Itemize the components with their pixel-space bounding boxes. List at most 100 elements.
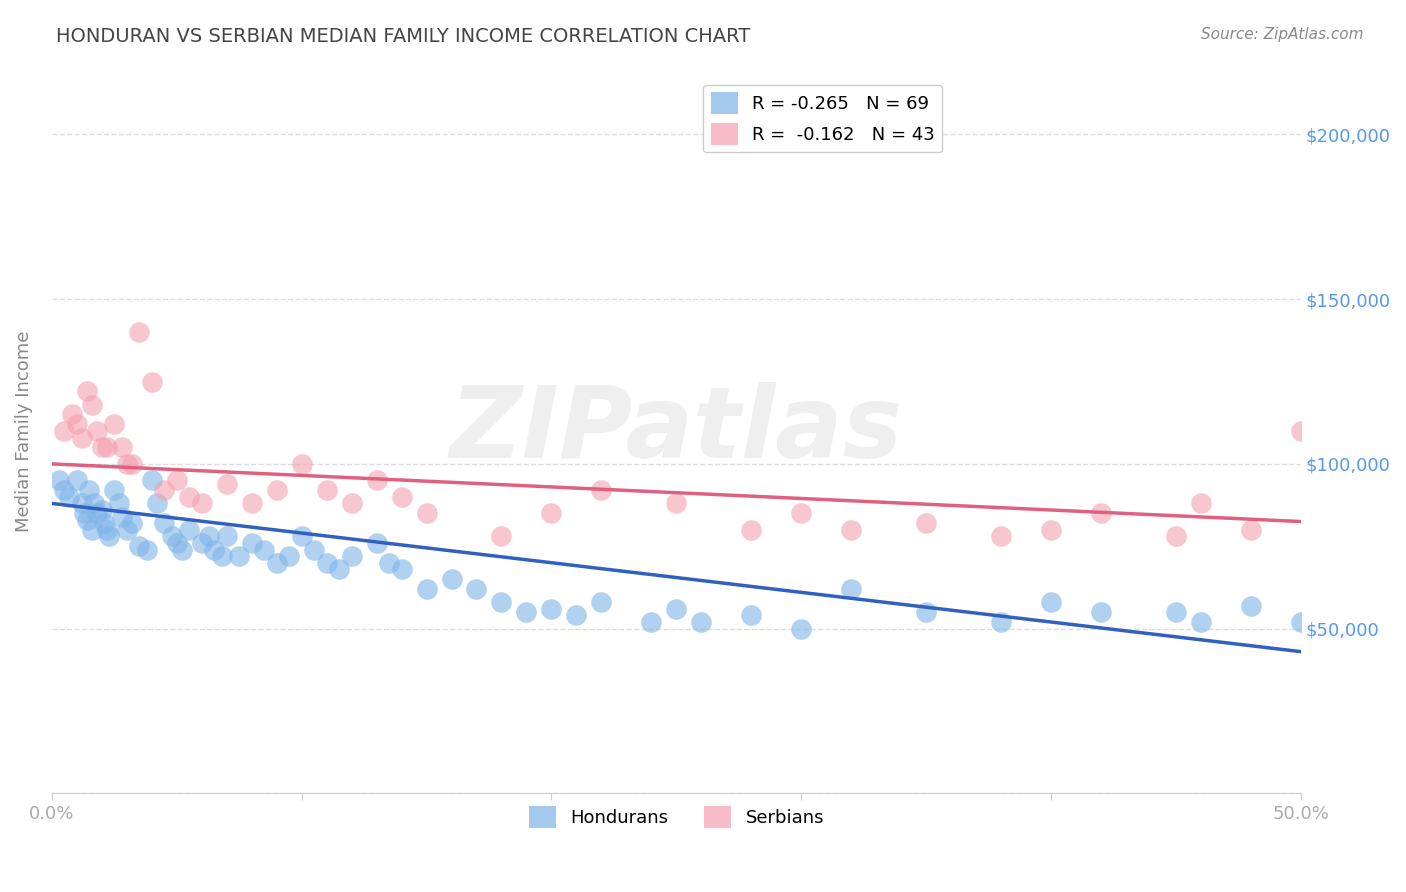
- Point: [153, 516, 176, 531]
- Point: [60, 408, 83, 422]
- Point: [665, 602, 688, 616]
- Point: [491, 529, 513, 543]
- Point: [491, 595, 513, 609]
- Point: [211, 549, 233, 563]
- Point: [391, 490, 413, 504]
- Point: [315, 556, 337, 570]
- Point: [591, 595, 613, 609]
- Point: [58, 490, 80, 504]
- Point: [111, 509, 134, 524]
- Point: [1040, 595, 1063, 609]
- Point: [1040, 523, 1063, 537]
- Point: [76, 513, 98, 527]
- Point: [1090, 605, 1112, 619]
- Point: [115, 523, 138, 537]
- Point: [215, 476, 238, 491]
- Point: [179, 523, 201, 537]
- Point: [121, 457, 143, 471]
- Point: [1189, 496, 1212, 510]
- Point: [141, 375, 163, 389]
- Point: [839, 523, 862, 537]
- Point: [90, 503, 112, 517]
- Point: [190, 536, 212, 550]
- Point: [1289, 424, 1312, 438]
- Point: [73, 506, 96, 520]
- Point: [240, 536, 263, 550]
- Point: [153, 483, 176, 498]
- Point: [291, 529, 314, 543]
- Point: [86, 506, 108, 520]
- Point: [228, 549, 250, 563]
- Point: [565, 608, 588, 623]
- Point: [135, 542, 157, 557]
- Point: [1240, 599, 1263, 613]
- Point: [740, 608, 762, 623]
- Point: [990, 615, 1012, 629]
- Point: [465, 582, 488, 596]
- Point: [315, 483, 337, 498]
- Point: [340, 496, 363, 510]
- Text: HONDURAN VS SERBIAN MEDIAN FAMILY INCOME CORRELATION CHART: HONDURAN VS SERBIAN MEDIAN FAMILY INCOME…: [56, 27, 751, 45]
- Point: [96, 441, 118, 455]
- Point: [179, 490, 201, 504]
- Point: [1090, 506, 1112, 520]
- Point: [108, 496, 131, 510]
- Point: [253, 542, 276, 557]
- Point: [591, 483, 613, 498]
- Point: [48, 474, 70, 488]
- Point: [278, 549, 301, 563]
- Point: [690, 615, 713, 629]
- Point: [1164, 605, 1187, 619]
- Y-axis label: Median Family Income: Median Family Income: [15, 330, 32, 532]
- Point: [540, 506, 562, 520]
- Text: ZIPatlas: ZIPatlas: [450, 383, 903, 479]
- Point: [86, 424, 108, 438]
- Point: [202, 542, 225, 557]
- Point: [515, 605, 537, 619]
- Point: [80, 398, 103, 412]
- Point: [328, 562, 350, 576]
- Point: [166, 474, 188, 488]
- Point: [915, 605, 938, 619]
- Point: [790, 506, 813, 520]
- Point: [77, 483, 100, 498]
- Point: [640, 615, 662, 629]
- Point: [80, 523, 103, 537]
- Point: [415, 582, 437, 596]
- Point: [340, 549, 363, 563]
- Point: [302, 542, 325, 557]
- Point: [1189, 615, 1212, 629]
- Point: [66, 474, 89, 488]
- Point: [166, 536, 188, 550]
- Point: [141, 474, 163, 488]
- Point: [291, 457, 314, 471]
- Point: [111, 441, 134, 455]
- Point: [128, 539, 150, 553]
- Point: [1164, 529, 1187, 543]
- Point: [115, 457, 138, 471]
- Point: [98, 529, 121, 543]
- Point: [96, 523, 118, 537]
- Point: [240, 496, 263, 510]
- Point: [190, 496, 212, 510]
- Point: [366, 474, 388, 488]
- Point: [160, 529, 183, 543]
- Point: [740, 523, 762, 537]
- Point: [70, 496, 93, 510]
- Point: [665, 496, 688, 510]
- Point: [839, 582, 862, 596]
- Legend: Hondurans, Serbians: Hondurans, Serbians: [522, 798, 831, 835]
- Point: [540, 602, 562, 616]
- Point: [915, 516, 938, 531]
- Point: [391, 562, 413, 576]
- Point: [1240, 523, 1263, 537]
- Point: [90, 441, 112, 455]
- Point: [366, 536, 388, 550]
- Point: [53, 424, 76, 438]
- Point: [1289, 615, 1312, 629]
- Point: [440, 572, 463, 586]
- Point: [266, 556, 288, 570]
- Point: [103, 417, 125, 432]
- Text: Source: ZipAtlas.com: Source: ZipAtlas.com: [1201, 27, 1364, 42]
- Point: [76, 384, 98, 399]
